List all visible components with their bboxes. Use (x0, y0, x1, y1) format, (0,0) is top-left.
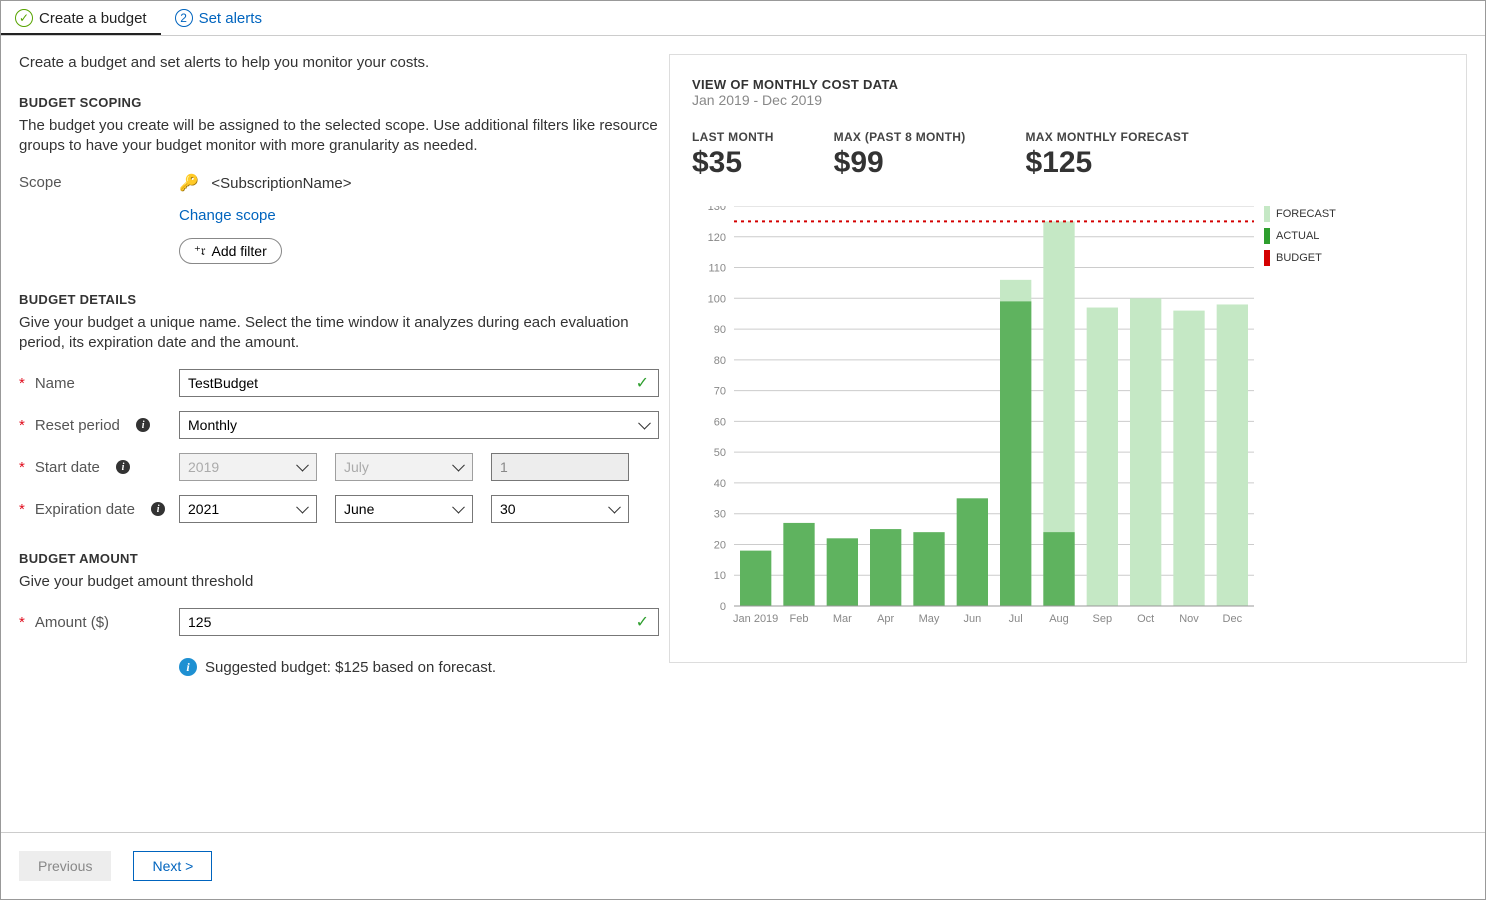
name-input[interactable] (179, 369, 659, 397)
reset-label: Reset period (35, 417, 120, 434)
start-day-input (491, 453, 629, 481)
add-filter-button[interactable]: ⁺𝔯 Add filter (179, 238, 282, 264)
svg-text:Nov: Nov (1179, 613, 1199, 625)
details-desc: Give your budget a unique name. Select t… (19, 313, 659, 354)
metric-max-forecast: MAX MONTHLY FORECAST $125 (1026, 130, 1189, 180)
metric-last-month: LAST MONTH $35 (692, 130, 774, 180)
metric-max-past: MAX (PAST 8 MONTH) $99 (834, 130, 966, 180)
start-date-label: Start date (35, 459, 100, 476)
change-scope-link[interactable]: Change scope (179, 207, 276, 224)
scope-label: Scope (19, 174, 179, 191)
exp-day-select[interactable]: 30 (491, 495, 629, 523)
tab-create-budget[interactable]: ✓ Create a budget (1, 1, 161, 35)
svg-text:0: 0 (720, 601, 726, 613)
step-number-badge: 2 (175, 9, 193, 27)
svg-text:50: 50 (714, 447, 726, 459)
svg-text:60: 60 (714, 416, 726, 428)
svg-text:Aug: Aug (1049, 613, 1069, 625)
tab-create-label: Create a budget (39, 10, 147, 27)
svg-text:120: 120 (708, 232, 726, 244)
suggested-budget-text: Suggested budget: $125 based on forecast… (205, 659, 496, 676)
svg-text:Apr: Apr (877, 613, 894, 625)
svg-text:Dec: Dec (1223, 613, 1243, 625)
check-icon: ✓ (15, 9, 33, 27)
svg-text:80: 80 (714, 355, 726, 367)
filter-icon: ⁺𝔯 (194, 243, 205, 259)
svg-text:Sep: Sep (1093, 613, 1113, 625)
wizard-tabs: ✓ Create a budget 2 Set alerts (1, 1, 1485, 36)
svg-text:110: 110 (708, 263, 726, 275)
start-month-select: July (335, 453, 473, 481)
info-icon[interactable]: i (116, 460, 130, 474)
chart-legend: FORECAST ACTUAL BUDGET (1264, 206, 1336, 632)
svg-text:Mar: Mar (833, 613, 852, 625)
legend-swatch (1264, 250, 1270, 266)
legend-item: FORECAST (1264, 206, 1336, 222)
exp-month-select[interactable]: June (335, 495, 473, 523)
tab-alerts-label: Set alerts (199, 10, 262, 27)
add-filter-label: Add filter (211, 243, 266, 259)
svg-text:40: 40 (714, 478, 726, 490)
scoping-title: BUDGET SCOPING (19, 95, 659, 110)
svg-text:100: 100 (708, 293, 726, 305)
amount-desc: Give your budget amount threshold (19, 572, 659, 592)
scoping-desc: The budget you create will be assigned t… (19, 116, 659, 157)
svg-text:Jan 2019: Jan 2019 (733, 613, 778, 625)
legend-label: FORECAST (1276, 208, 1336, 220)
svg-text:130: 130 (708, 206, 726, 213)
svg-text:30: 30 (714, 509, 726, 521)
key-icon: 🔑 (179, 175, 199, 192)
cost-chart-panel: VIEW OF MONTHLY COST DATA Jan 2019 - Dec… (669, 54, 1467, 663)
svg-text:Jun: Jun (963, 613, 981, 625)
legend-label: BUDGET (1276, 252, 1322, 264)
svg-text:20: 20 (714, 539, 726, 551)
previous-button[interactable]: Previous (19, 851, 111, 881)
name-label: Name (35, 375, 75, 392)
legend-swatch (1264, 206, 1270, 222)
svg-text:May: May (919, 613, 940, 625)
info-icon: i (179, 658, 197, 676)
svg-text:70: 70 (714, 386, 726, 398)
info-icon[interactable]: i (151, 502, 165, 516)
svg-text:10: 10 (714, 570, 726, 582)
svg-text:Jul: Jul (1009, 613, 1023, 625)
legend-item: ACTUAL (1264, 228, 1336, 244)
start-year-select: 2019 (179, 453, 317, 481)
cost-bar-chart: 0 10 20 30 40 50 60 70 80 90 100 110 120 130 Jan 2019 F… (692, 206, 1254, 632)
chart-title: VIEW OF MONTHLY COST DATA (692, 77, 1444, 92)
intro-text: Create a budget and set alerts to help y… (19, 54, 659, 71)
next-button[interactable]: Next > (133, 851, 212, 881)
reset-period-select[interactable]: Monthly (179, 411, 659, 439)
svg-text:Feb: Feb (790, 613, 809, 625)
svg-text:90: 90 (714, 324, 726, 336)
details-title: BUDGET DETAILS (19, 292, 659, 307)
legend-label: ACTUAL (1276, 230, 1319, 242)
svg-text:Oct: Oct (1137, 613, 1154, 625)
amount-title: BUDGET AMOUNT (19, 551, 659, 566)
tab-set-alerts[interactable]: 2 Set alerts (161, 1, 276, 35)
legend-swatch (1264, 228, 1270, 244)
chart-subtitle: Jan 2019 - Dec 2019 (692, 92, 1444, 108)
scope-value: <SubscriptionName> (211, 175, 351, 192)
amount-label: Amount ($) (35, 614, 109, 631)
info-icon[interactable]: i (136, 418, 150, 432)
exp-year-select[interactable]: 2021 (179, 495, 317, 523)
legend-item: BUDGET (1264, 250, 1336, 266)
amount-input[interactable] (179, 608, 659, 636)
exp-date-label: Expiration date (35, 501, 135, 518)
